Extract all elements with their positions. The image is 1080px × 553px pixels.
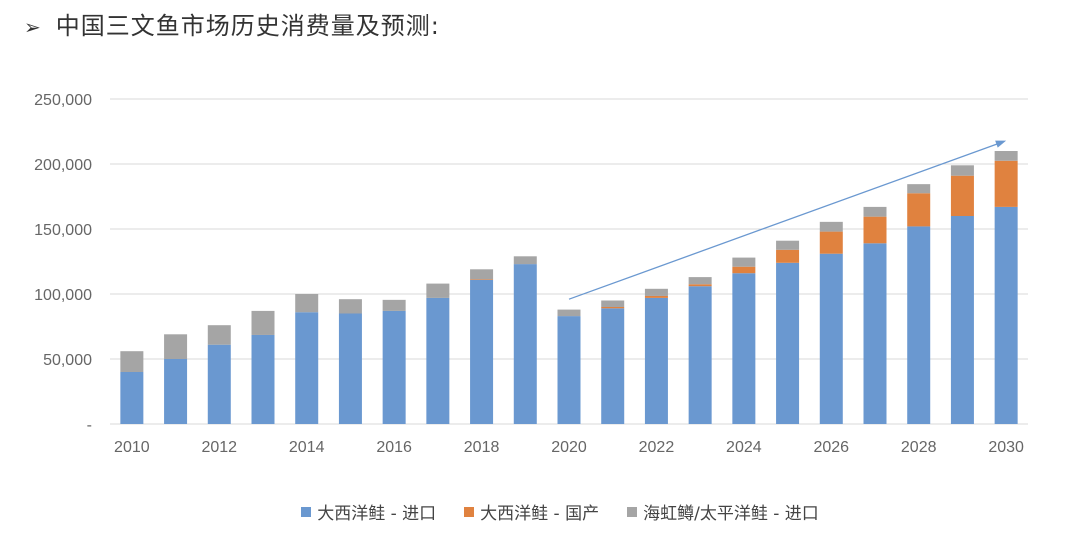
bar-2029-series-2 [950, 165, 974, 176]
legend-item: 大西洋鲑 - 进口 [301, 499, 436, 524]
legend-label: 大西洋鲑 - 国产 [480, 504, 600, 524]
bar-2021-series-0 [601, 308, 625, 424]
bar-2030-series-1 [994, 160, 1018, 207]
bar-2017-series-2 [426, 283, 450, 298]
bar-2028-series-2 [907, 184, 931, 194]
bar-2012-series-0 [207, 344, 231, 424]
bar-2015-series-2 [338, 299, 362, 314]
x-tick-label: 2016 [376, 439, 412, 456]
legend-swatch [464, 506, 475, 517]
bar-2020-series-2 [557, 309, 581, 317]
bar-2021-series-2 [601, 300, 625, 307]
legend-item: 大西洋鲑 - 国产 [464, 499, 599, 524]
bar-2022-series-2 [644, 288, 668, 296]
bar-2030-series-2 [994, 151, 1018, 161]
bar-2018-series-2 [470, 269, 494, 280]
bar-2019-series-2 [513, 256, 537, 265]
legend-swatch [627, 506, 638, 517]
x-tick-label: 2028 [901, 439, 937, 456]
x-tick-label: 2014 [289, 439, 325, 456]
page-title: ➢ 中国三文鱼市场历史消费量及预测: [24, 6, 440, 41]
y-tick-label: 50,000 [43, 352, 92, 369]
bar-2010-series-2 [120, 351, 144, 372]
y-tick-label: 250,000 [34, 92, 92, 109]
bar-2027-series-0 [863, 243, 887, 424]
bar-2029-series-0 [950, 216, 974, 424]
bar-2025-series-1 [776, 249, 800, 263]
bar-2023-series-2 [688, 277, 712, 285]
legend-item: 海虹鳟/太平洋鲑 - 进口 [627, 499, 819, 524]
bar-2024-series-1 [732, 266, 756, 274]
y-tick-label: - [87, 417, 92, 434]
bar-2012-series-2 [207, 325, 231, 345]
legend-label: 大西洋鲑 - 进口 [317, 504, 437, 524]
bar-2014-series-2 [295, 294, 319, 313]
bar-2020-series-0 [557, 316, 581, 424]
bar-2023-series-0 [688, 286, 712, 424]
legend: 大西洋鲑 - 进口 大西洋鲑 - 国产 海虹鳟/太平洋鲑 - 进口 [0, 499, 1080, 524]
bar-2010-series-0 [120, 372, 144, 424]
bar-2015-series-0 [338, 313, 362, 424]
bar-2027-series-2 [863, 206, 887, 217]
x-tick-label: 2030 [988, 439, 1024, 456]
bar-2013-series-0 [251, 334, 275, 424]
legend-label: 海虹鳟/太平洋鲑 - 进口 [643, 504, 819, 524]
x-tick-label: 2010 [114, 439, 150, 456]
x-tick-label: 2022 [639, 439, 675, 456]
bar-2022-series-0 [644, 297, 668, 424]
bar-2026-series-0 [819, 253, 843, 424]
bar-2017-series-0 [426, 297, 450, 424]
bar-2021-series-1 [601, 307, 625, 309]
bar-2028-series-1 [907, 193, 931, 227]
bar-2025-series-0 [776, 262, 800, 424]
bar-2026-series-1 [819, 231, 843, 254]
bar-2025-series-2 [776, 240, 800, 250]
bar-2016-series-2 [382, 299, 406, 311]
bar-2014-series-0 [295, 312, 319, 424]
arrow-bullet-icon: ➢ [24, 15, 42, 39]
bar-2011-series-0 [164, 359, 188, 424]
y-tick-label: 150,000 [34, 222, 92, 239]
bar-2028-series-0 [907, 226, 931, 424]
x-tick-label: 2018 [464, 439, 500, 456]
title-text: 中国三文鱼市场历史消费量及预测: [55, 12, 440, 40]
x-tick-label: 2024 [726, 439, 762, 456]
bar-2018-series-1 [470, 279, 494, 280]
legend-swatch [301, 506, 312, 517]
bar-2024-series-2 [732, 257, 756, 267]
bar-2030-series-0 [994, 206, 1018, 424]
y-tick-label: 100,000 [34, 287, 92, 304]
bar-2011-series-2 [164, 334, 188, 359]
bar-2018-series-0 [470, 279, 494, 424]
bar-2027-series-1 [863, 216, 887, 244]
bar-2013-series-2 [251, 310, 275, 335]
bar-2029-series-1 [950, 175, 974, 216]
bar-2016-series-0 [382, 310, 406, 424]
x-tick-label: 2026 [813, 439, 849, 456]
x-tick-label: 2012 [201, 439, 237, 456]
x-tick-label: 2020 [551, 439, 587, 456]
trend-arrow-line [568, 142, 999, 300]
bar-2026-series-2 [819, 221, 843, 232]
bar-2022-series-1 [644, 295, 668, 298]
bar-2023-series-1 [688, 284, 712, 287]
bar-2019-series-0 [513, 264, 537, 424]
trend-arrow-head-icon [995, 140, 1007, 148]
y-tick-label: 200,000 [34, 157, 92, 174]
bar-2024-series-0 [732, 273, 756, 424]
